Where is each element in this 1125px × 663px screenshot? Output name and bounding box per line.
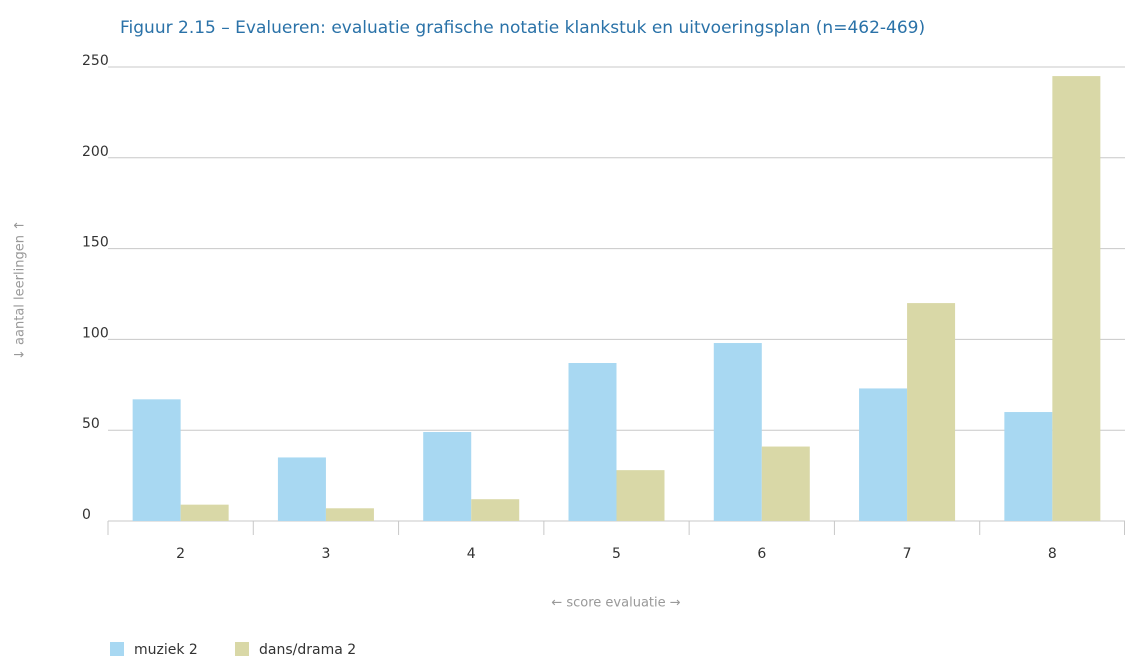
y-tick-label: 100: [82, 325, 109, 341]
bar: [616, 470, 665, 521]
x-tick-label: 6: [757, 546, 766, 562]
bar: [1004, 412, 1053, 521]
bar: [907, 303, 956, 521]
x-tick-label: 8: [1048, 546, 1057, 562]
x-axis-label: ← score evaluatie →: [551, 596, 680, 611]
bar: [423, 432, 472, 521]
bar: [859, 388, 908, 521]
bar: [471, 499, 520, 521]
bar: [1052, 76, 1101, 521]
bar: [713, 343, 762, 521]
y-tick-label: 50: [82, 416, 100, 432]
y-tick-label: 150: [82, 235, 109, 251]
x-tick-label: 4: [467, 546, 476, 562]
bar: [180, 504, 229, 521]
bar: [761, 446, 810, 521]
legend-swatch: [235, 642, 249, 656]
bar: [325, 508, 374, 521]
x-tick-label: 5: [612, 546, 621, 562]
y-tick-label: 250: [82, 53, 109, 69]
bar: [568, 363, 617, 521]
y-tick-label: 200: [82, 144, 109, 160]
legend-label: dans/drama 2: [259, 642, 356, 658]
y-axis-label: ↓ aantal leerlingen ↑: [13, 220, 28, 360]
legend-swatch: [110, 642, 124, 656]
chart-title: Figuur 2.15 – Evalueren: evaluatie grafi…: [120, 18, 925, 38]
x-tick-label: 7: [903, 546, 912, 562]
x-tick-label: 2: [176, 546, 185, 562]
legend-label: muziek 2: [134, 642, 198, 658]
x-tick-label: 3: [321, 546, 330, 562]
bar: [132, 399, 181, 521]
y-tick-label: 0: [82, 507, 91, 523]
bar: [277, 457, 326, 521]
